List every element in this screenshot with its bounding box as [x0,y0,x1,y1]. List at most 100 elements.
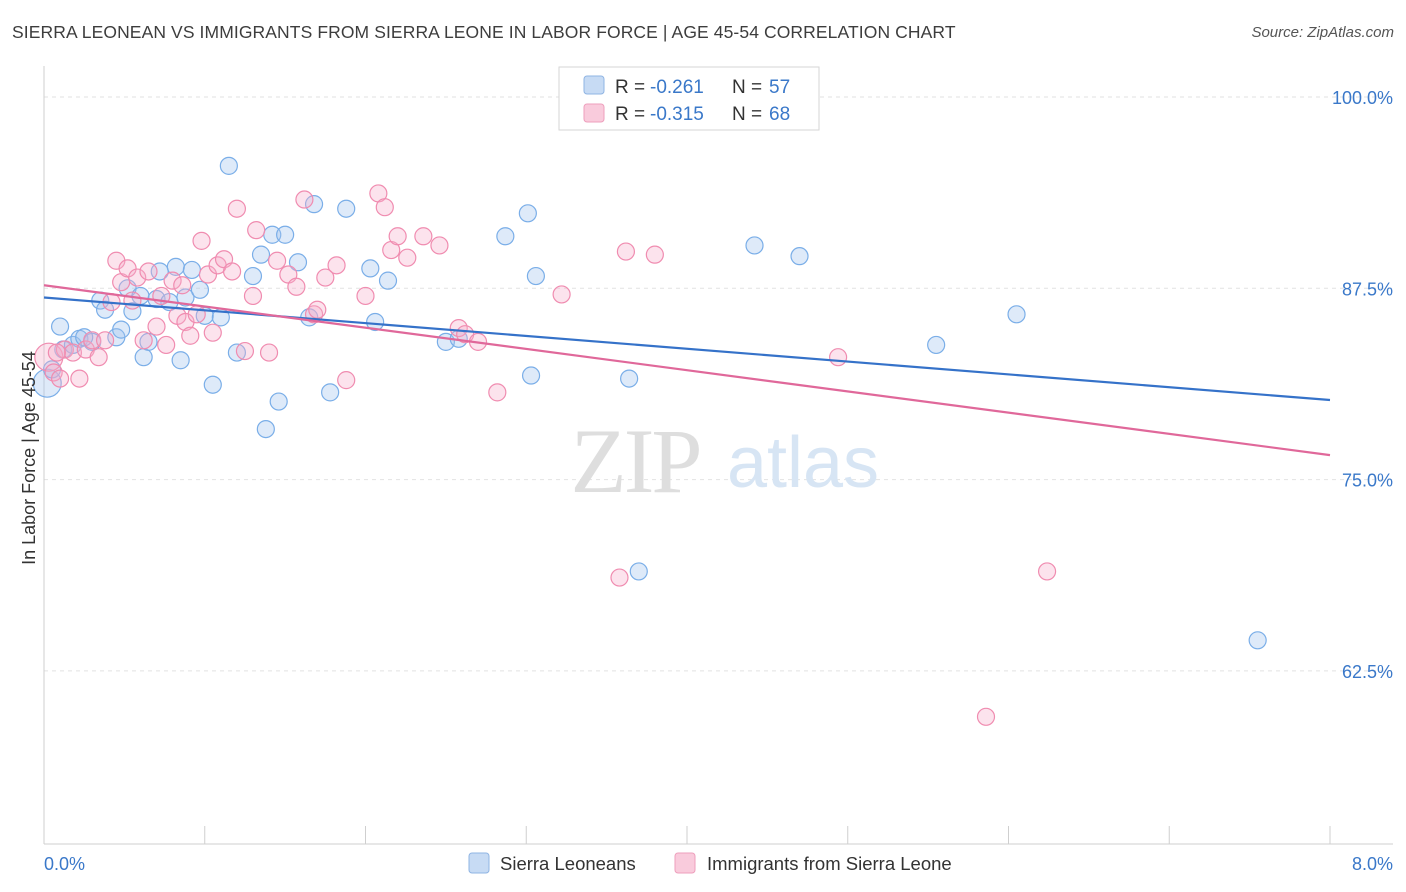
point-pink-34 [235,341,255,361]
point-blue-31 [256,419,275,439]
point-pink-27 [192,231,211,250]
point-blue-34 [276,225,295,244]
stats-r-label-pink: R = [615,104,645,125]
stats-r-value-pink: -0.315 [650,104,704,125]
point-blue-14 [134,348,153,367]
point-pink-14 [123,291,142,310]
point-blue-35 [288,253,308,272]
point-blue-29 [243,266,263,286]
point-pink-8 [89,348,108,367]
point-pink-23 [173,276,192,295]
point-pink-61 [610,568,629,587]
point-blue-20 [171,351,190,370]
point-pink-58 [488,383,507,402]
point-blue-50 [745,236,764,255]
series-immigrants-sierra-leone [34,87,1057,726]
point-blue-47 [526,266,545,286]
chart-source: Source: ZipAtlas.com [1251,24,1394,41]
point-pink-7 [83,331,102,350]
stats-box: R = -0.261 N = 57 R = -0.315 N = 68 [558,66,820,131]
y-tick-label-0: 100.0% [1332,88,1393,108]
point-pink-40 [287,277,306,296]
point-pink-18 [147,317,166,336]
legend-swatch-blue [468,852,490,874]
point-blue-27 [219,156,238,175]
point-blue-46 [521,366,541,385]
point-pink-63 [645,245,664,264]
trend-line-pink [43,284,1331,457]
point-pink-64 [829,348,848,367]
point-pink-52 [398,248,417,267]
y-tick-label-3: 62.5% [1342,662,1393,682]
point-pink-29 [203,323,222,342]
point-pink-45 [327,256,346,275]
point-pink-38 [267,251,287,270]
x-tick-label-1: 8.0% [1352,854,1393,874]
point-blue-37 [304,195,324,214]
point-pink-66 [976,707,996,726]
stats-n-value-blue: 57 [769,77,790,98]
legend-swatch-pink [674,852,696,874]
point-blue-40 [361,259,380,278]
watermark: ZIP atlas [571,410,880,512]
point-pink-47 [356,286,375,306]
watermark-atlas: atlas [727,423,879,503]
chart-title: SIERRA LEONEAN VS IMMIGRANTS FROM SIERRA… [12,22,956,42]
y-axis-label: In Labor Force | Age 45-54 [19,351,39,565]
series-sierra-leoneans [32,156,1267,650]
point-pink-28 [198,265,218,284]
point-blue-54 [1248,631,1267,650]
stats-swatch-pink [583,103,605,123]
point-blue-22 [182,260,201,280]
point-pink-65 [1037,562,1057,581]
point-blue-52 [927,335,946,355]
point-blue-10 [112,320,131,339]
point-pink-15 [128,268,147,287]
point-pink-17 [139,262,158,281]
point-blue-12 [123,302,142,321]
point-pink-25 [181,326,200,345]
y-tick-labels: 100.0% 87.5% 75.0% 62.5% [1332,88,1393,682]
stats-r-label-blue: R = [615,77,645,98]
x-tick-label-0: 0.0% [44,854,85,874]
point-pink-43 [308,300,327,319]
point-blue-38 [321,383,340,402]
point-pink-49 [375,198,394,217]
point-pink-16 [134,331,153,350]
point-pink-5 [70,369,89,388]
point-blue-53 [1007,305,1026,324]
stats-n-label-pink: N = [732,104,762,125]
point-blue-51 [790,247,809,266]
point-pink-67 [47,343,66,362]
y-tick-label-2: 75.0% [1342,471,1393,491]
point-blue-48 [620,369,639,388]
point-blue-2 [50,317,70,336]
point-blue-30 [251,245,271,264]
point-pink-41 [295,190,314,209]
stats-swatch-blue [583,75,605,95]
watermark-zip: ZIP [571,410,700,512]
point-blue-42 [378,271,398,290]
point-blue-45 [518,204,537,223]
point-pink-20 [157,335,176,355]
point-pink-62 [616,242,636,261]
y-tick-label-1: 87.5% [1342,279,1393,299]
point-pink-9 [95,331,115,350]
point-blue-49 [629,562,648,581]
point-pink-59 [552,285,571,304]
stats-n-label-blue: N = [732,77,762,98]
legend-label-pink: Immigrants from Sierra Leone [707,853,952,874]
point-pink-2 [50,369,70,388]
point-pink-51 [388,227,407,246]
point-blue-25 [203,375,222,394]
legend: Sierra Leoneans Immigrants from Sierra L… [468,852,952,874]
point-blue-33 [269,392,288,411]
point-pink-36 [247,221,266,240]
point-blue-39 [337,199,356,218]
legend-label-blue: Sierra Leoneans [500,853,636,874]
point-pink-46 [337,371,356,390]
point-pink-44 [316,268,335,287]
point-blue-0 [32,368,62,398]
stats-r-value-blue: -0.261 [650,77,704,98]
